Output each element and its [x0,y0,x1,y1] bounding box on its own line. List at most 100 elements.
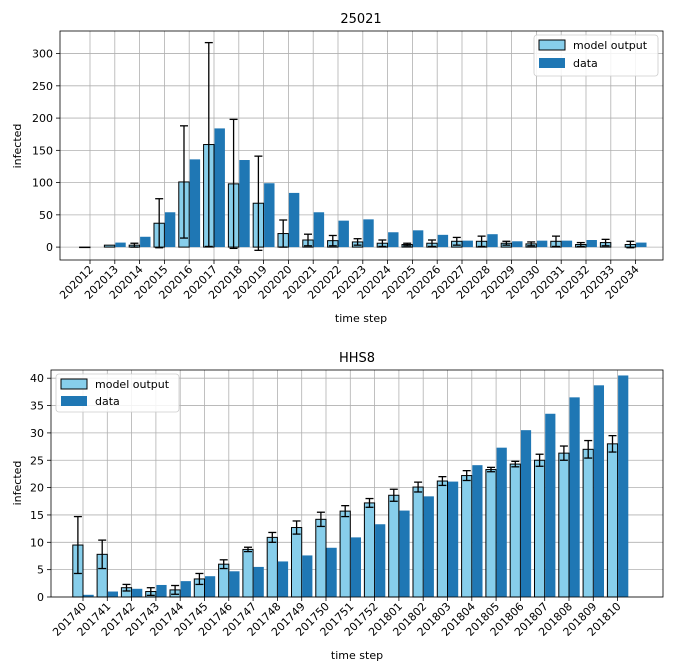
bar-data [618,375,629,597]
legend-label-model-output: model output [95,378,170,391]
subplot-25021: 0 50 100 150 200 250 300 202012202013202014202… [11,12,664,325]
x-axis: 2020122020132020142020152020162020172020… [57,260,642,302]
bar-data [545,413,556,597]
bar-model-output [582,448,594,598]
bar-data [189,159,201,248]
legend-label-data: data [95,395,120,408]
bar-model-output [509,463,521,598]
bar-data [561,240,573,248]
bar-data [214,128,225,248]
bar-model-output [266,536,278,598]
y-tick-label: 0 [37,591,44,604]
legend-swatch-data [539,58,565,68]
bar-data [83,594,94,597]
bar-data [388,232,399,248]
bar-data [423,496,434,597]
legend-label-data: data [573,57,598,70]
y-tick-label: 150 [32,144,53,157]
y-tick-label: 300 [32,48,53,61]
bar-model-output [533,459,546,598]
bar-model-output [461,475,473,598]
y-tick-label: 5 [37,564,44,577]
bars [79,41,647,251]
bar-model-output [388,494,400,598]
bar-data [496,447,507,597]
legend: model output data [533,34,659,77]
y-tick-label: 200 [32,112,53,125]
y-tick-label: 250 [32,80,53,93]
bar-data [253,566,264,597]
bar-data [462,240,473,248]
plot-frame [50,369,664,598]
y-axis-label: infected [11,461,24,506]
y-tick-label: 35 [30,400,44,413]
bar-data [412,230,424,248]
bar-model-output [485,469,497,598]
y-tick-label: 10 [30,536,44,549]
bar-data [487,234,498,248]
bar-data [448,481,459,597]
bar-data [338,220,349,248]
bar-data [205,576,216,597]
bar-data [350,537,362,597]
bar-data [520,430,532,597]
bar-model-output [558,452,570,598]
bar-data [140,236,151,248]
bar-data [375,524,386,597]
y-tick-label: 100 [32,177,53,190]
bar-data [512,241,523,248]
y-tick-label: 15 [30,509,44,522]
y-tick-label: 20 [30,482,44,495]
x-axis: 2017402017412017422017432017442017452017… [50,597,624,639]
bar-model-output [242,548,254,598]
bar-data [239,160,250,248]
bar-data [593,385,605,597]
bar-data [636,242,647,248]
legend: model output data [55,373,180,413]
bar-model-output [290,527,303,598]
y-tick-label: 25 [30,454,44,467]
bar-data [472,465,483,597]
bar-data [586,240,597,248]
legend-swatch-data [61,396,87,406]
bar-data [229,571,240,597]
bar-data [536,240,548,248]
bar-model-output [363,502,376,598]
bar-model-output [606,443,619,598]
bar-data [132,588,143,597]
bar-model-output [315,518,327,598]
bar-data [264,183,275,248]
bar-data [180,581,191,597]
bar-data [326,547,337,597]
bar-data [399,510,410,597]
bars [72,375,629,598]
plot-frame [59,30,664,261]
bar-model-output [103,244,116,248]
x-axis-label: time step [335,312,387,325]
legend-swatch-model-output [538,39,566,51]
bar-data [437,234,449,248]
y-axis: 0 50 100 150 200 250 300 [32,48,60,254]
y-tick-label: 30 [30,427,44,440]
subplot-HHS8: 0 5 10 15 20 25 30 35 40 20174020174120174220174… [11,351,664,662]
bar-data [288,192,300,248]
bar-data [363,219,374,248]
x-axis-label: time step [331,649,383,662]
bar-model-output [339,510,351,598]
bar-model-output [412,486,424,598]
chart-title: HHS8 [339,351,375,366]
bar-model-output [436,480,449,598]
bar-data [277,561,289,597]
bar-data [164,212,176,248]
y-tick-label: 0 [46,241,53,254]
legend-label-model-output: model output [573,39,648,52]
bar-data [156,584,167,597]
bar-model-output [79,246,91,249]
y-axis: 0 5 10 15 20 25 30 35 40 [30,372,51,604]
bar-data [302,555,313,597]
bar-data [569,397,580,597]
legend-swatch-model-output [60,378,88,390]
chart-title: 25021 [340,12,381,27]
bar-data [107,591,119,597]
